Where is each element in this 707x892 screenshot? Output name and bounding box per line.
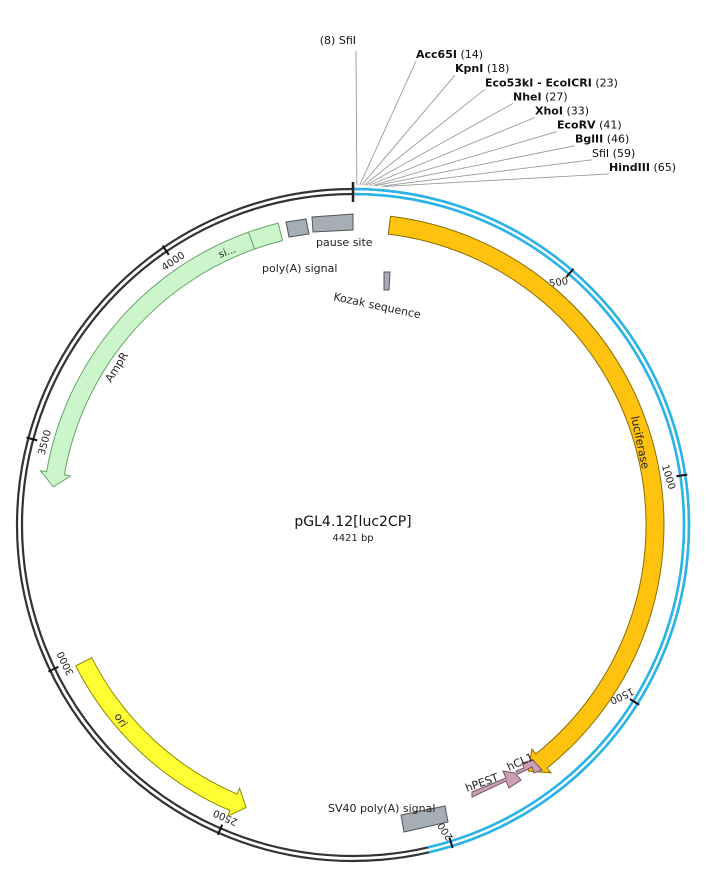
insert-region xyxy=(352,187,691,854)
tick-label: 500 xyxy=(548,276,569,290)
tick-mark xyxy=(48,665,59,673)
site-label[interactable]: (8) SfiI xyxy=(320,34,356,47)
site-leader xyxy=(365,103,514,186)
site-name: HindIII xyxy=(609,161,650,174)
site-position: (46) xyxy=(603,133,629,146)
insert-arc-outer xyxy=(352,187,691,729)
site-position: (27) xyxy=(542,90,568,103)
site-label[interactable]: EcoRV (41) xyxy=(557,119,622,132)
sv40-polya-label: SV40 poly(A) signal xyxy=(328,802,435,815)
degron-arrows xyxy=(471,759,543,798)
tick-mark xyxy=(676,473,688,478)
site-name: Acc65I xyxy=(416,48,457,61)
polya-signal-box[interactable] xyxy=(285,218,310,238)
site-leader xyxy=(381,159,593,187)
polya-signal-label: poly(A) signal xyxy=(262,262,337,275)
pause-site-label: pause site xyxy=(316,236,373,249)
site-position: (65) xyxy=(650,161,676,174)
site-name: BglII xyxy=(575,133,603,146)
sv40-polya-box[interactable] xyxy=(400,805,449,833)
site-name: SfiI xyxy=(339,34,356,47)
plasmid-title: pGL4.12[luc2CP] xyxy=(294,514,411,530)
site-label[interactable]: Eco53kI - EcoICRI (23) xyxy=(485,76,618,89)
hcl1-arrow[interactable] xyxy=(515,759,543,775)
gray-features xyxy=(285,213,449,833)
tick-mark xyxy=(161,245,170,256)
site-leader xyxy=(355,50,358,186)
site-label[interactable]: KpnI (18) xyxy=(455,62,509,75)
site-name: SfiI xyxy=(592,147,609,160)
ori-arrow[interactable] xyxy=(75,657,247,818)
plasmid-size: 4421 bp xyxy=(332,533,373,544)
site-label[interactable]: BglII (46) xyxy=(575,133,629,146)
ampr-arrow[interactable] xyxy=(39,231,256,488)
site-position: (41) xyxy=(596,119,622,132)
tick-mark xyxy=(216,824,224,836)
site-position: (18) xyxy=(483,62,509,75)
pause-site-box[interactable] xyxy=(311,213,354,233)
luciferase-arrow[interactable] xyxy=(387,215,665,774)
tick-label: 3000 xyxy=(56,649,77,677)
site-name: Eco53kI - EcoICRI xyxy=(485,76,592,89)
feature-arrows xyxy=(39,215,665,818)
site-leader xyxy=(359,60,417,186)
site-name: EcoRV xyxy=(557,119,596,132)
tick-mark xyxy=(629,698,640,706)
site-position: (14) xyxy=(457,48,483,61)
site-label[interactable]: XhoI (33) xyxy=(535,105,589,118)
insert-arc-inner xyxy=(352,192,686,726)
tick-mark xyxy=(448,837,454,849)
site-name: XhoI xyxy=(535,105,563,118)
tick-mark xyxy=(565,268,575,278)
site-leader xyxy=(384,173,610,187)
site-position: (8) xyxy=(320,34,339,47)
site-label[interactable]: HindIII (65) xyxy=(609,161,676,174)
insert-arc-2-outer xyxy=(428,726,623,854)
site-leader xyxy=(372,131,558,187)
site-leader xyxy=(368,117,536,186)
insert-arc-2-inner xyxy=(427,723,619,849)
kozak-box[interactable] xyxy=(383,271,391,291)
site-label[interactable]: Acc65I (14) xyxy=(416,48,483,61)
hpest-arrow[interactable] xyxy=(471,770,522,798)
site-name: NheI xyxy=(513,90,542,103)
site-position: (23) xyxy=(592,76,618,89)
signal-sequence-box[interactable] xyxy=(247,222,284,250)
kozak-label: Kozak sequence xyxy=(332,290,422,321)
site-leader xyxy=(375,145,576,187)
site-position: (59) xyxy=(609,147,635,160)
ori-label: ori xyxy=(111,711,130,730)
site-leader xyxy=(363,88,486,186)
site-label[interactable]: NheI (27) xyxy=(513,90,568,103)
site-name: KpnI xyxy=(455,62,483,75)
site-position: (33) xyxy=(563,105,589,118)
tick-mark xyxy=(26,436,38,442)
site-label[interactable]: SfiI (59) xyxy=(592,147,635,160)
site-leader xyxy=(361,74,456,186)
restriction-sites: (8) SfiI Acc65I (14)KpnI (18)Eco53kI - Ec… xyxy=(320,34,676,187)
